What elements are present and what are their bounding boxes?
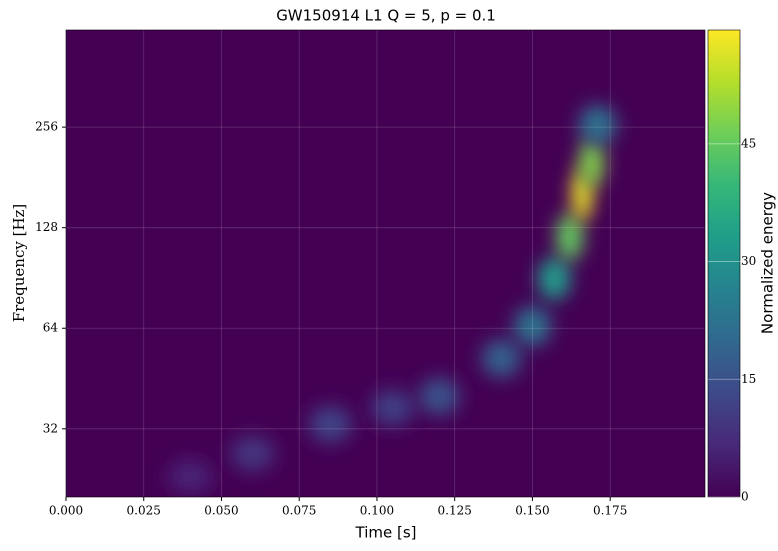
energy-blob: [481, 339, 522, 378]
energy-blob: [230, 435, 275, 471]
heatmap: [167, 105, 617, 494]
x-tick-label: 0.125: [438, 504, 472, 518]
energy-blob: [418, 377, 460, 415]
energy-blob: [513, 306, 552, 346]
y-tick-label: 32: [43, 421, 58, 435]
x-tick-label: 0.075: [282, 504, 316, 518]
x-tick-label: 0.025: [127, 504, 161, 518]
energy-blob: [167, 459, 213, 494]
chart-title: GW150914 L1 Q = 5, p = 0.1: [276, 7, 496, 25]
y-tick-label: 64: [43, 321, 59, 335]
energy-blob: [537, 257, 571, 301]
energy-blob: [556, 213, 584, 261]
energy-blob: [578, 105, 617, 145]
energy-blob: [578, 138, 605, 188]
y-tick-label: 256: [35, 120, 58, 134]
x-tick-label: 0.100: [360, 504, 394, 518]
x-axis-label: Time [s]: [355, 524, 417, 542]
x-tick-label: 0.050: [204, 504, 238, 518]
plot-background: [66, 30, 705, 497]
x-tick-label: 0.150: [515, 504, 549, 518]
colorbar-tick-label: 15: [741, 372, 756, 386]
colorbar-tick-label: 45: [741, 136, 756, 150]
colorbar-label: Normalized energy: [759, 192, 777, 334]
colorbar-tick-label: 30: [741, 254, 756, 268]
colorbar-tick-label: 0: [741, 490, 749, 504]
y-tick-label: 128: [35, 220, 58, 234]
energy-blob: [309, 406, 352, 443]
x-tick-label: 0.175: [593, 504, 627, 518]
colorbar: [707, 29, 741, 498]
energy-blob: [371, 389, 414, 426]
plot-frame: [65, 29, 706, 498]
y-axis-label: Frequency [Hz]: [10, 204, 28, 323]
x-tick-label: 0.000: [49, 504, 83, 518]
